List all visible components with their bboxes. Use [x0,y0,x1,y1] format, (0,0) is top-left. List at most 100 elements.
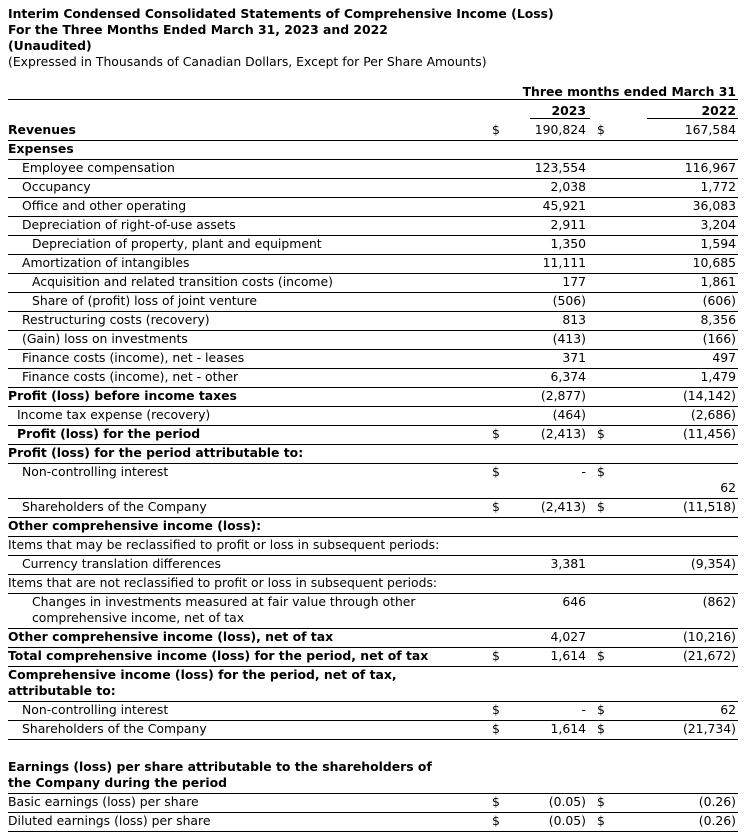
value-2022: (2,686) [690,407,736,422]
value-2023: 177 [562,274,586,289]
value-2023: 1,614 [550,648,586,663]
value-2023: 6,374 [550,369,586,384]
table-row: Profit (loss) before income taxes (2,877)… [8,387,738,406]
value-2022: (11,518) [682,499,736,514]
table-row: Items that may be reclassified to profit… [8,536,738,555]
rule-line [8,197,738,198]
table-row: Depreciation of property, plant and equi… [8,235,738,254]
value-2023: (0.05) [548,813,586,828]
rule-line [8,720,738,721]
value-2023: 11,111 [542,255,586,270]
currency-symbol-2023: $ [492,426,500,441]
table-row: the Company during the period [8,774,738,793]
row-label: Shareholders of the Company [22,721,207,736]
table-row: Earnings (loss) per share attributable t… [8,758,738,777]
rule-line [8,99,738,100]
rule-line [8,628,738,629]
value-2023: (2,413) [540,426,586,441]
value-2023: (506) [552,293,586,308]
rule-line [8,701,738,702]
value-2023: 123,554 [534,160,586,175]
rule-line [8,517,738,518]
table-row: Items that are not reclassified to profi… [8,574,738,593]
currency-symbol-2023: $ [492,721,500,736]
row-label: Profit (loss) for the period [17,426,201,441]
currency-symbol-2023: $ [492,648,500,663]
value-2023: (413) [552,331,586,346]
row-label: Basic earnings (loss) per share [8,794,199,809]
row-label: Shareholders of the Company [22,499,207,514]
table-row: attributable to: [8,682,738,701]
rule-line [8,349,738,350]
row-label: Depreciation of property, plant and equi… [32,236,322,251]
table-row: Non-controlling interest $ - $62 [8,701,738,720]
currency-symbol-2023: $ [492,122,500,137]
row-label: Amortization of intangibles [22,255,190,270]
rule-line [8,444,738,445]
row-label: Occupancy [22,179,91,194]
title-line-1: Interim Condensed Consolidated Statement… [8,6,554,21]
row-label: Diluted earnings (loss) per share [8,813,211,828]
row-label: comprehensive income, net of tax [32,610,245,625]
rule-line [8,406,738,407]
row-label: Depreciation of right-of-use assets [22,217,236,232]
year-2022-header: 2022 [701,103,737,118]
rule-line [8,387,738,388]
currency-symbol-2022: $ [597,426,605,441]
table-row: Other comprehensive income (loss), net o… [8,628,738,647]
row-label: Acquisition and related transition costs… [32,274,333,289]
currency-symbol-2022: $ [597,122,605,137]
row-label: Other comprehensive income (loss), net o… [8,629,334,644]
value-2022: 3,204 [700,217,736,232]
value-2022: 62 [720,702,736,717]
rule-line [8,216,738,217]
rule-line [8,666,738,667]
rule-line [8,536,738,537]
table-row: Amortization of intangibles 11,111 10,685 [8,254,738,273]
value-2023: - [581,464,586,479]
table-row: Profit (loss) for the period $ (2,413) $ (11… [8,425,738,444]
value-2023: (2,413) [540,499,586,514]
value-2022: (21,734) [682,721,736,736]
rule-line [8,593,738,594]
rule-line [8,140,738,141]
rule-line [8,831,738,832]
row-label: Changes in investments measured at fair … [32,594,416,609]
table-row: Basic earnings (loss) per share $ (0.05) $ (… [8,793,738,812]
table-row: Finance costs (income), net - other 6,374… [8,368,738,387]
rule-line [8,292,738,293]
row-label: Profit (loss) before income taxes [8,388,237,403]
currency-symbol-2022: $ [597,721,605,736]
value-2023: - [581,702,586,717]
table-row: Diluted earnings (loss) per share $ (0.05)… [8,812,738,831]
value-2023: 813 [562,312,586,327]
year-2023-header: 2023 [551,103,587,118]
table-row: Income tax expense (recovery) (464) (2,686… [8,406,738,425]
value-2023: (464) [552,407,586,422]
value-2022: 8,356 [700,312,736,327]
row-label: Non-controlling interest [22,464,169,479]
currency-symbol-2022: $ [597,648,605,663]
currency-symbol-2023: $ [492,499,500,514]
table-row: Comprehensive income (loss) for the peri… [8,666,738,685]
currency-symbol-2022: $ [597,464,605,479]
table-row: Office and other operating 45,921 36,083 [8,197,738,216]
currency-symbol-2022: $ [597,813,605,828]
value-2023: 1,614 [550,721,586,736]
rule-line [8,812,738,813]
currency-symbol-2022: $ [597,794,605,809]
table-row: Changes in investments measured at fair … [8,593,738,612]
rule-line [8,425,738,426]
table-row: 62 [8,479,738,498]
row-label: Employee compensation [22,160,175,175]
rule-line [8,647,738,648]
rule-line [8,159,738,160]
table-row: Other comprehensive income (loss): [8,517,738,536]
table-row: Expenses [8,140,738,159]
currency-symbol-2023: $ [492,813,500,828]
value-2022: (862) [702,594,736,609]
value-2022: 167,584 [684,122,736,137]
value-2022: 36,083 [692,198,736,213]
rule-line [8,311,738,312]
value-2022: 62 [720,480,736,495]
